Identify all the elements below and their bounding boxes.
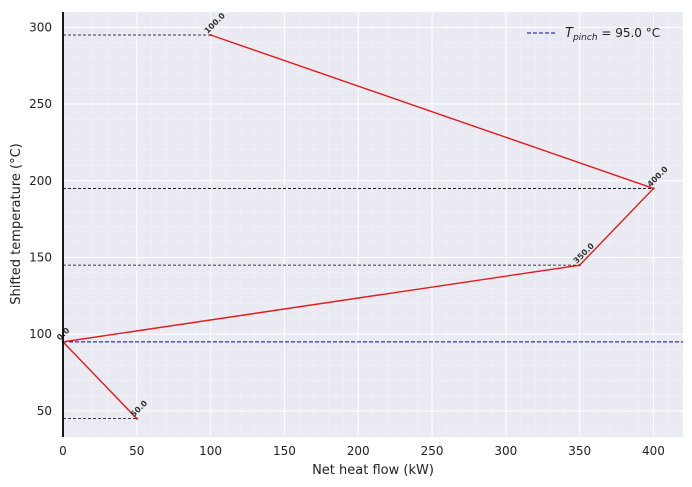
data-point (209, 33, 212, 37)
y-tick-label: 50 (37, 404, 52, 418)
x-tick-labels: 0 50 100 150 200 250 300 350 400 (59, 444, 665, 458)
x-tick-label: 400 (642, 444, 665, 458)
legend-symbol: T (565, 26, 574, 41)
x-tick-label: 50 (129, 444, 144, 458)
legend-label: Tpinch = 95.0 °C (565, 26, 660, 43)
data-point (652, 187, 655, 190)
grid (62, 11, 684, 437)
x-tick-label: 250 (421, 444, 444, 458)
y-axis-label: Shifted temperature (°C) (9, 143, 24, 305)
x-tick-label: 300 (494, 444, 517, 458)
data-point (135, 417, 139, 420)
reference-lines (63, 34, 654, 419)
x-tick-label: 0 (59, 444, 67, 458)
x-tick-label: 200 (347, 444, 370, 458)
y-tick-label: 250 (29, 97, 52, 111)
y-tick-labels: 50 100 150 200 250 300 (29, 20, 52, 418)
y-tick-label: 300 (29, 20, 52, 34)
y-tick-label: 200 (29, 174, 52, 188)
y-tick-label: 100 (29, 327, 52, 341)
legend-value: = 95.0 °C (598, 26, 661, 40)
x-axis-label: Net heat flow (kW) (312, 463, 434, 478)
legend: Tpinch = 95.0 °C (527, 26, 660, 43)
x-tick-label: 150 (273, 444, 296, 458)
legend-subscript: pinch (572, 33, 598, 43)
x-tick-label: 100 (199, 444, 222, 458)
data-point (578, 263, 581, 267)
x-tick-label: 350 (568, 444, 591, 458)
y-tick-label: 150 (29, 250, 52, 264)
